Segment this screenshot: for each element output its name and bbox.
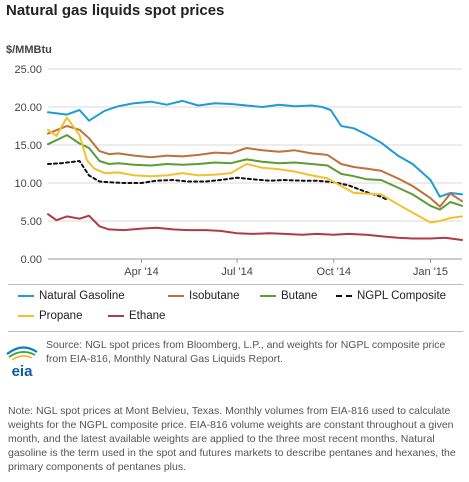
y-tick-label: 5.00 <box>21 216 42 228</box>
legend-swatch <box>18 294 34 297</box>
x-tick-label: Apr '14 <box>124 266 159 278</box>
source-text: Source: NGL spot prices from Bloomberg, … <box>46 339 446 365</box>
legend-label: Natural Gasoline <box>39 290 125 302</box>
y-axis-unit-label: $/MMBtu <box>6 44 52 56</box>
legend-item-ethane[interactable]: Ethane <box>108 310 165 322</box>
legend-swatch <box>336 294 352 297</box>
legend-swatch <box>108 314 124 317</box>
x-tick-label: Jan '15 <box>413 266 448 278</box>
y-tick-label: 10.00 <box>14 178 42 190</box>
series-line-butane <box>47 134 463 211</box>
legend-item-natural-gasoline[interactable]: Natural Gasoline <box>18 290 125 302</box>
series-line-ngpl-composite <box>47 160 390 202</box>
series-line-propane <box>47 116 463 224</box>
legend-swatch <box>260 294 276 297</box>
y-tick-label: 15.00 <box>14 140 42 152</box>
chart-legend: Natural Gasoline Isobutane Butane NGPL C… <box>8 284 463 332</box>
series-line-ethane <box>47 213 463 241</box>
legend-label: Butane <box>281 290 318 302</box>
legend-label: Propane <box>39 310 83 322</box>
y-tick-label: 0.00 <box>21 254 42 266</box>
legend-swatch <box>18 314 34 317</box>
line-chart: 0.00 5.00 10.00 15.00 20.00 25.00 Apr '14 Jul '… <box>14 64 463 278</box>
eia-logo: eia <box>6 346 38 380</box>
x-tick-label: Jul '14 <box>221 266 252 278</box>
legend-swatch <box>168 294 184 297</box>
legend-label: Isobutane <box>189 290 240 302</box>
legend-item-butane[interactable]: Butane <box>260 290 317 302</box>
legend-label: NGPL Composite <box>357 290 447 302</box>
legend-label: Ethane <box>129 310 166 322</box>
chart-title: Natural gas liquids spot prices <box>6 2 225 19</box>
series-line-natural-gasoline <box>47 99 463 198</box>
legend-item-propane[interactable]: Propane <box>18 310 82 322</box>
x-tick-label: Oct '14 <box>317 266 352 278</box>
note-text: Note: NGL spot prices at Mont Belvieu, T… <box>8 405 456 473</box>
y-tick-label: 25.00 <box>14 64 42 76</box>
legend-item-isobutane[interactable]: Isobutane <box>168 290 240 302</box>
eia-logo-text: eia <box>12 363 34 380</box>
y-tick-label: 20.00 <box>14 102 42 114</box>
series-line-isobutane <box>47 125 463 208</box>
legend-item-ngpl-composite[interactable]: NGPL Composite <box>336 290 446 302</box>
